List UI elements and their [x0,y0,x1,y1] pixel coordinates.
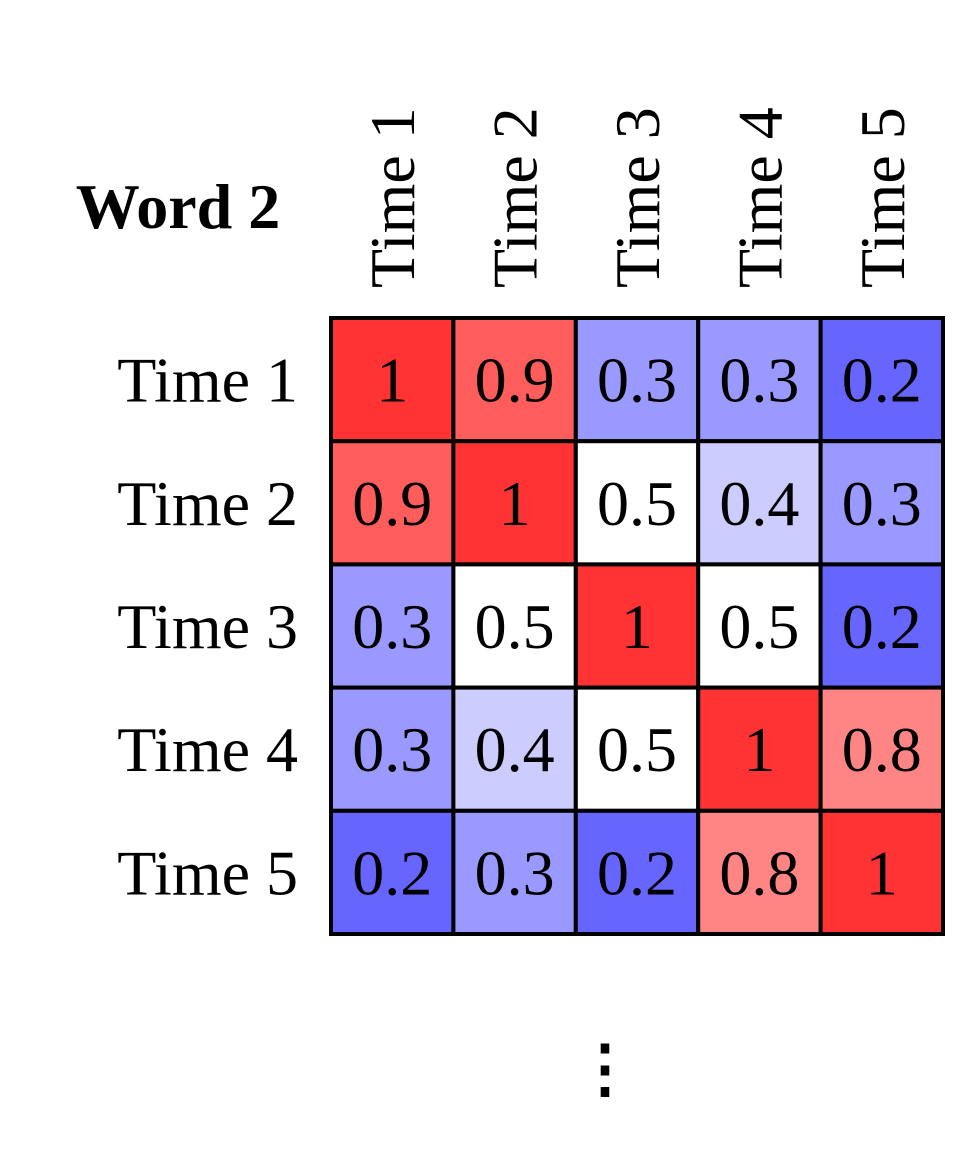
heatmap-cell [451,685,578,813]
heatmap-cell [329,439,456,567]
heatmap-cell-value: 0.5 [597,468,677,539]
column-label: Time 5 [847,107,918,288]
heatmap-cell-value: 1 [621,591,653,662]
row-labels: Time 1 Time 2 Time 3 Time 4 Time 5 [117,345,298,909]
heatmap-cell-value: 0.5 [719,591,799,662]
heatmap-cell-value: 0.2 [597,837,677,908]
column-label: Time 4 [724,107,795,288]
heatmap-cell [329,316,456,444]
heatmap-cell-value: 0.3 [597,345,677,416]
heatmap-cell [329,685,456,813]
heatmap-cell-value: 0.4 [475,714,555,785]
heatmap-cell-value: 0.5 [597,714,677,785]
heatmap-cell-value: 0.3 [352,714,432,785]
heatmap-cell-value: 0.3 [475,837,555,908]
row-label: Time 1 [117,345,298,416]
heatmap-cells [329,316,945,936]
heatmap-cell-value: 0.4 [719,468,799,539]
heatmap-cell [818,685,945,813]
column-label: Time 3 [602,107,673,288]
heatmap-cell-value: 1 [743,714,775,785]
heatmap-cell-value: 0.2 [352,837,432,908]
heatmap-cell-value: 0.3 [719,345,799,416]
heatmap-cell-value: 1 [866,837,898,908]
column-label: Time 1 [357,107,428,288]
row-label: Time 4 [117,714,298,785]
chart-title: Word 2 [76,171,280,242]
heatmap-cell-value: 0.9 [352,468,432,539]
row-label: Time 2 [117,468,298,539]
heatmap-cell [818,808,945,936]
row-label: Time 3 [117,591,298,662]
heatmap-cell-value: 0.9 [475,345,555,416]
heatmap-cell-value: 0.5 [475,591,555,662]
heatmap-cell-value: 0.8 [719,837,799,908]
heatmap-cell-values: 1 0.9 0.3 0.3 0.2 0.9 1 0.5 0.4 0.3 0.3 0.5 1 0.5 0.2 0… [352,345,922,909]
heatmap-cell [451,562,578,690]
heatmap-cell-value: 1 [499,468,531,539]
heatmap-cell-value: 0.2 [842,591,922,662]
continuation-ellipsis: ⋮ [573,1033,637,1104]
heatmap-cell [573,439,701,567]
heatmap-cell [573,808,701,936]
column-label: Time 2 [480,107,551,288]
row-label: Time 5 [117,837,298,908]
heatmap-cell [696,685,823,813]
heatmap-cell [451,808,578,936]
column-labels: Time 1 Time 2 Time 3 Time 4 Time 5 [357,107,918,288]
heatmap-cell [818,439,945,567]
heatmap-cell-value: 0.8 [842,714,922,785]
heatmap-cell [696,562,823,690]
heatmap-cell-value: 1 [376,345,408,416]
heatmap-cell-value: 0.3 [352,591,432,662]
heatmap-cell-value: 0.3 [842,468,922,539]
heatmap-cell [329,808,456,936]
heatmap-cell-value: 0.2 [842,345,922,416]
heatmap-cell [451,316,578,444]
